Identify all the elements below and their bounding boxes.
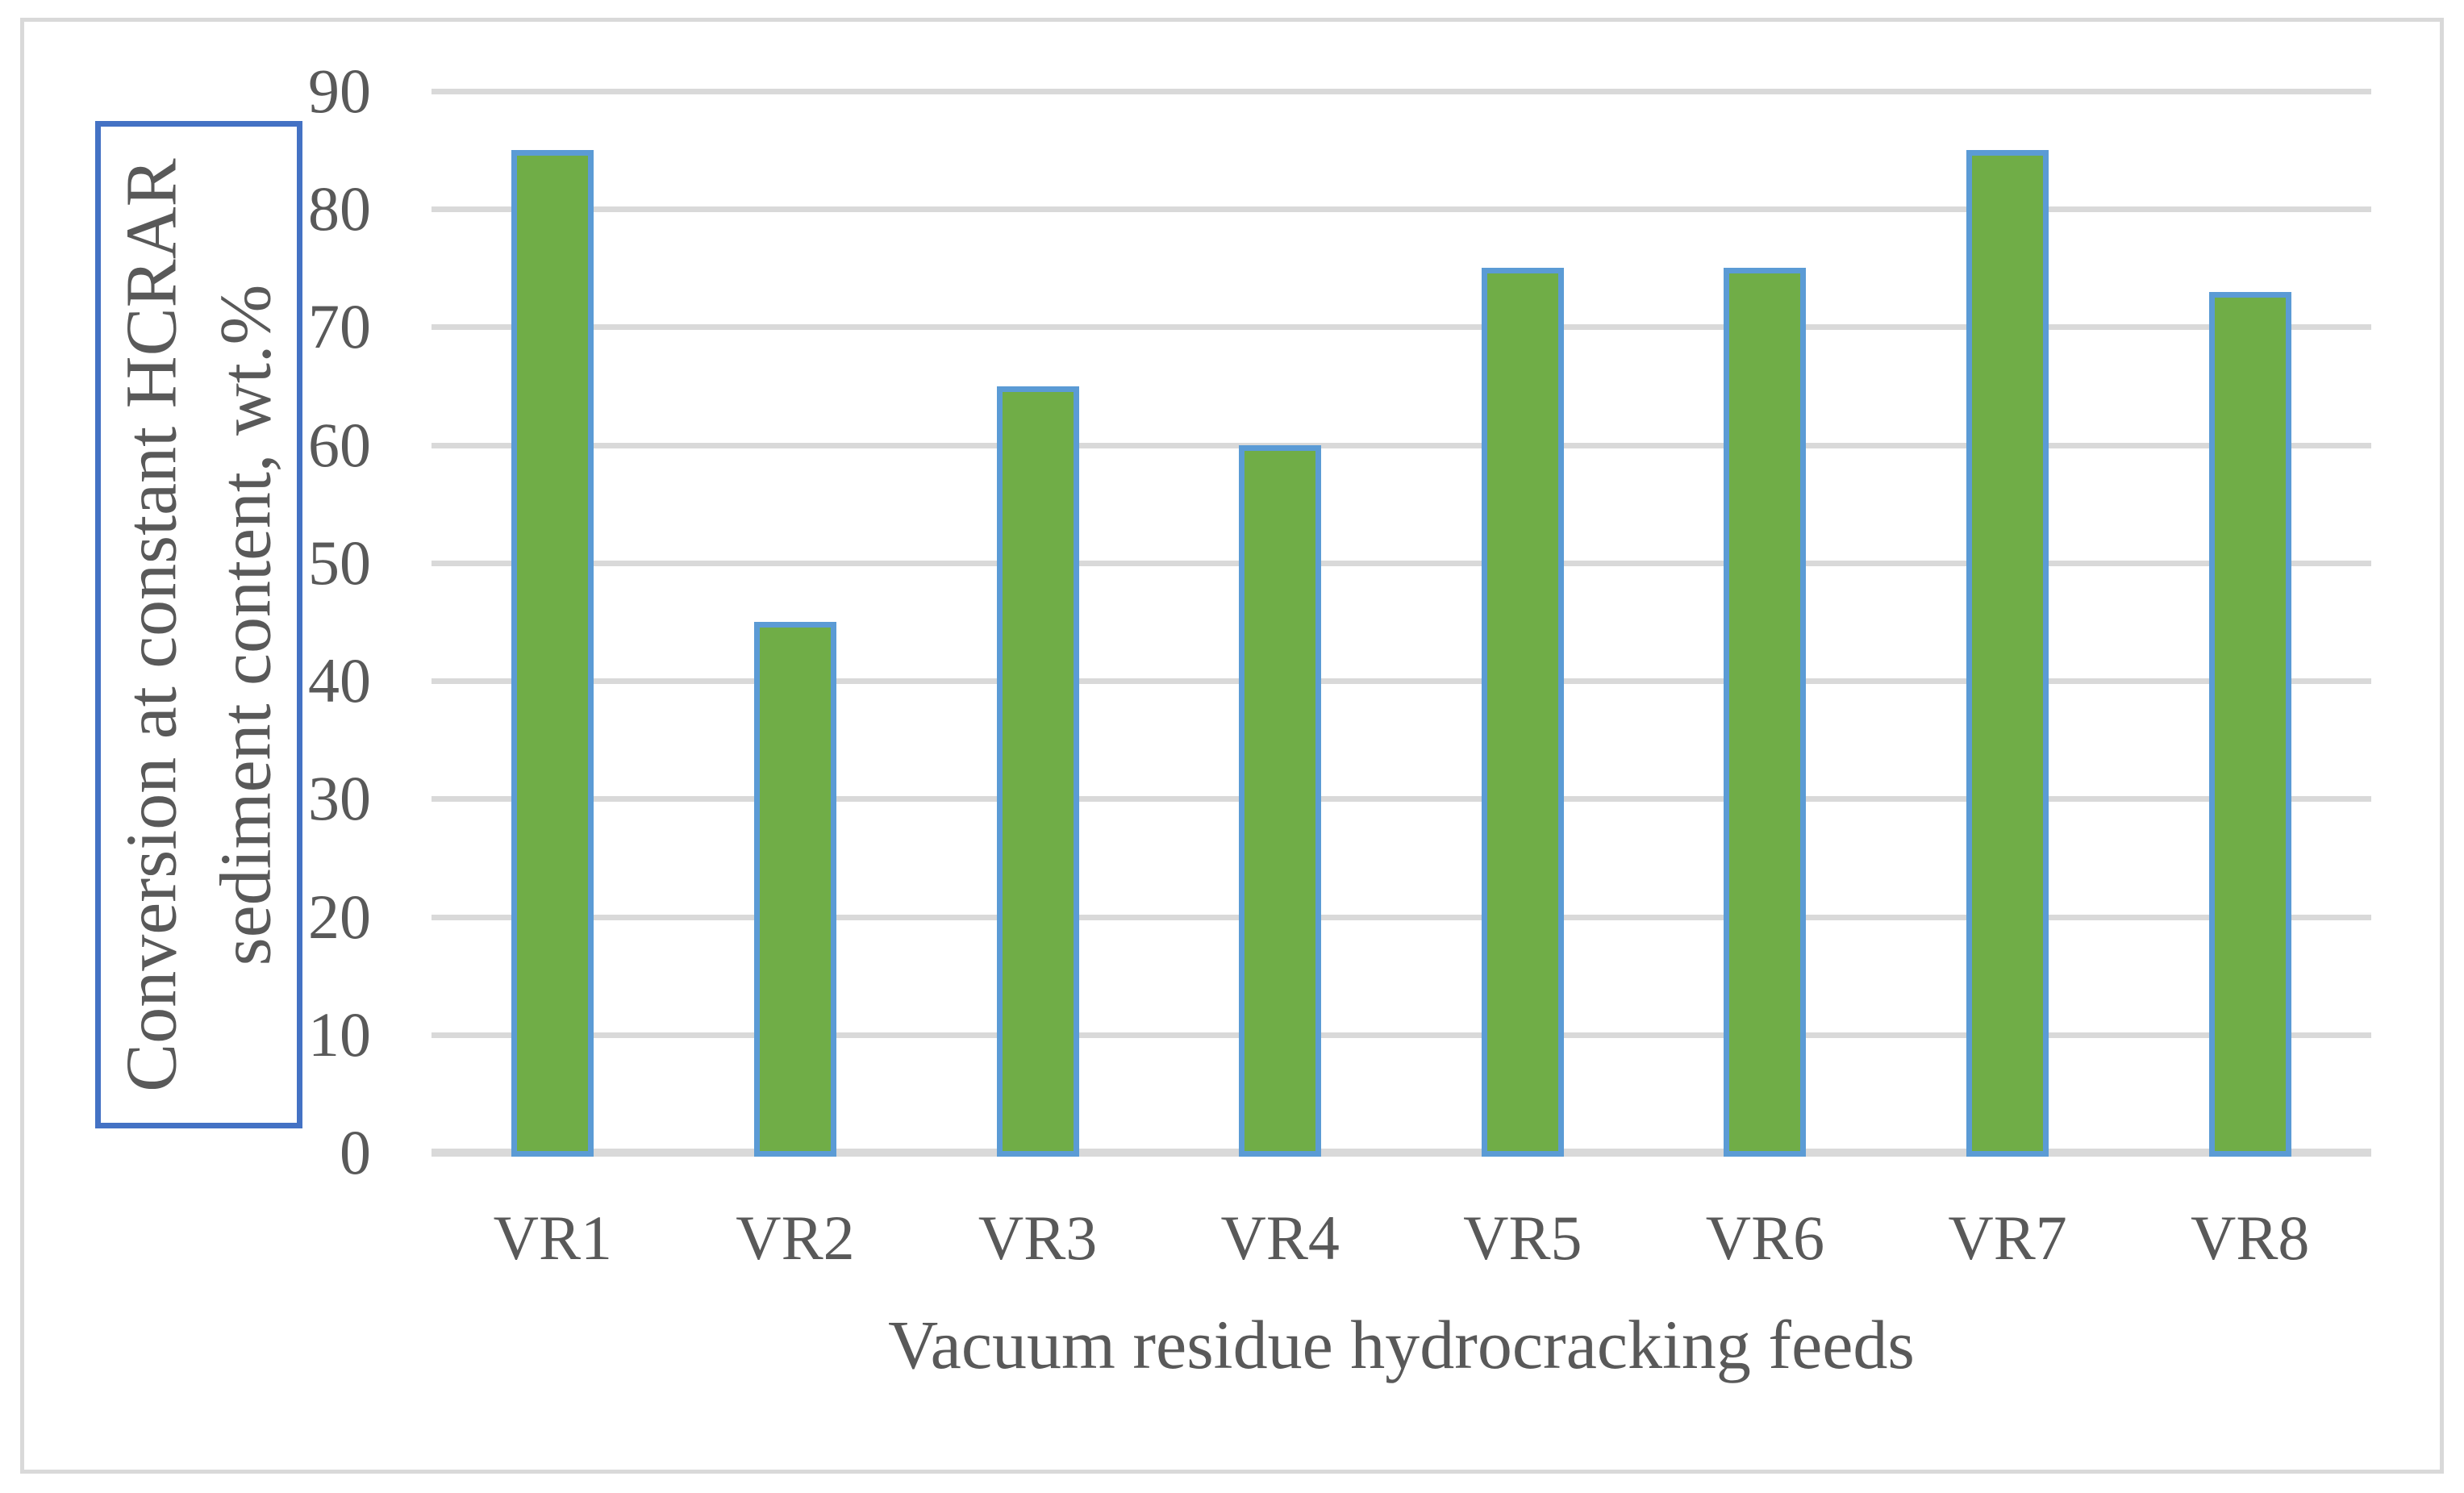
y-axis-tick-label-40: 40 — [308, 645, 371, 716]
bar-vr5 — [1481, 268, 1564, 1157]
chart-outer-frame — [20, 18, 2444, 1474]
x-axis-tick-label-vr3: VR3 — [978, 1203, 1098, 1273]
gridline-y-50 — [432, 560, 2371, 566]
gridline-y-60 — [432, 442, 2371, 448]
x-axis-tick-label-vr2: VR2 — [736, 1203, 855, 1273]
y-axis-title: Conversion at constant HCRAR sediment co… — [105, 158, 294, 1091]
gridline-y-10 — [432, 1032, 2371, 1038]
bar-vr7 — [1966, 150, 2049, 1157]
x-axis-tick-label-vr7: VR7 — [1948, 1203, 2067, 1273]
gridline-y-30 — [432, 796, 2371, 803]
bar-vr2 — [753, 622, 836, 1157]
y-axis-tick-label-70: 70 — [308, 291, 371, 362]
bar-vr6 — [1724, 268, 1807, 1157]
y-axis-tick-label-0: 0 — [340, 1117, 371, 1187]
gridline-y-70 — [432, 324, 2371, 331]
y-axis-tick-label-30: 30 — [308, 763, 371, 834]
y-axis-tick-label-20: 20 — [308, 881, 371, 952]
bar-vr4 — [1239, 444, 1322, 1157]
bar-vr3 — [996, 386, 1079, 1157]
x-axis-title: Vacuum residue hydrocracking feeds — [888, 1306, 1915, 1383]
gridline-y-40 — [432, 678, 2371, 685]
x-axis-line — [432, 1149, 2371, 1157]
x-axis-tick-label-vr4: VR4 — [1220, 1203, 1340, 1273]
y-axis-tick-label-60: 60 — [308, 409, 371, 480]
y-axis-tick-label-80: 80 — [308, 173, 371, 244]
y-axis-tick-label-50: 50 — [308, 527, 371, 598]
gridline-y-20 — [432, 914, 2371, 920]
x-axis-tick-label-vr5: VR5 — [1463, 1203, 1582, 1273]
gridline-y-90 — [432, 89, 2371, 94]
x-axis-tick-label-vr8: VR8 — [2191, 1203, 2310, 1273]
y-axis-title-line-1: Conversion at constant HCRAR — [111, 157, 192, 1092]
bar-vr1 — [511, 150, 594, 1157]
bar-vr8 — [2208, 291, 2291, 1157]
x-axis-tick-label-vr6: VR6 — [1705, 1203, 1825, 1273]
y-axis-tick-label-10: 10 — [308, 999, 371, 1070]
y-axis-tick-label-90: 90 — [308, 56, 371, 126]
y-axis-title-box: Conversion at constant HCRAR sediment co… — [95, 121, 302, 1128]
y-axis-title-line-2: sediment content, wt.% — [206, 284, 286, 965]
x-axis-tick-label-vr1: VR1 — [493, 1203, 612, 1273]
gridline-y-80 — [432, 206, 2371, 213]
